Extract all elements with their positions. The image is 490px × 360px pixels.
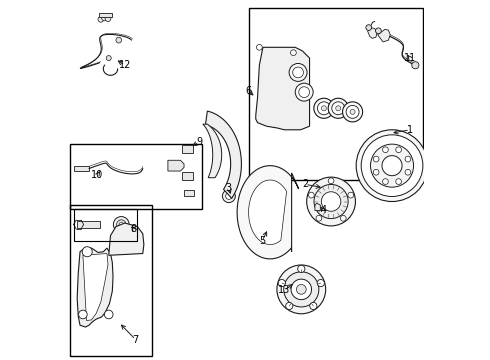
Circle shape [284, 272, 319, 307]
Circle shape [396, 179, 401, 184]
Circle shape [293, 67, 303, 78]
Circle shape [412, 62, 419, 69]
Circle shape [291, 279, 312, 300]
Circle shape [291, 50, 296, 55]
Circle shape [346, 105, 359, 118]
Text: 11: 11 [404, 53, 416, 63]
Circle shape [98, 17, 104, 22]
Circle shape [105, 16, 111, 22]
Polygon shape [315, 203, 320, 211]
Bar [70, 144, 202, 209]
Polygon shape [256, 47, 310, 130]
Circle shape [366, 25, 371, 31]
Circle shape [373, 156, 379, 162]
Circle shape [119, 222, 123, 226]
Circle shape [336, 106, 341, 111]
Circle shape [396, 147, 401, 153]
Circle shape [328, 98, 348, 118]
Circle shape [116, 37, 122, 43]
Circle shape [332, 102, 344, 115]
Circle shape [383, 179, 388, 184]
Circle shape [321, 192, 341, 211]
Text: 3: 3 [226, 183, 232, 193]
Circle shape [405, 169, 411, 175]
Circle shape [356, 130, 428, 202]
Polygon shape [248, 180, 287, 244]
Circle shape [348, 192, 354, 198]
Circle shape [361, 135, 423, 197]
Text: 5: 5 [259, 236, 266, 246]
Circle shape [370, 144, 414, 187]
Circle shape [307, 177, 355, 226]
Circle shape [314, 184, 348, 219]
Circle shape [383, 147, 388, 153]
Polygon shape [109, 223, 144, 255]
Circle shape [314, 98, 334, 118]
Circle shape [78, 310, 87, 319]
Text: 8: 8 [131, 225, 137, 234]
Polygon shape [203, 124, 221, 178]
Circle shape [310, 302, 317, 310]
Circle shape [82, 247, 92, 257]
Circle shape [350, 109, 355, 114]
Circle shape [295, 83, 313, 101]
Polygon shape [378, 30, 390, 42]
Circle shape [299, 87, 310, 98]
Circle shape [104, 310, 113, 319]
Polygon shape [74, 166, 89, 171]
Polygon shape [182, 172, 193, 180]
Polygon shape [98, 13, 112, 17]
Circle shape [309, 192, 314, 198]
Circle shape [289, 63, 307, 81]
Circle shape [222, 190, 235, 203]
Circle shape [321, 106, 326, 111]
Circle shape [256, 44, 262, 50]
Polygon shape [168, 160, 184, 171]
Text: 2: 2 [302, 179, 308, 189]
Text: 10: 10 [91, 170, 103, 180]
Circle shape [341, 215, 346, 221]
Bar [74, 209, 137, 241]
Circle shape [277, 265, 326, 314]
Circle shape [316, 215, 322, 221]
Polygon shape [83, 253, 108, 320]
Circle shape [328, 178, 334, 184]
Circle shape [286, 302, 293, 310]
Polygon shape [368, 28, 377, 39]
Bar [248, 8, 422, 180]
Text: 7: 7 [132, 334, 139, 345]
Circle shape [298, 265, 305, 273]
Bar [70, 205, 152, 356]
Polygon shape [182, 145, 193, 153]
Circle shape [101, 15, 107, 21]
Polygon shape [237, 166, 299, 259]
Bar [77, 221, 100, 228]
Circle shape [296, 284, 306, 294]
Circle shape [278, 279, 285, 287]
Circle shape [343, 102, 363, 122]
Circle shape [317, 279, 324, 287]
Polygon shape [205, 111, 242, 198]
Polygon shape [184, 190, 194, 196]
Circle shape [382, 156, 402, 176]
Circle shape [405, 156, 411, 162]
Text: 6: 6 [245, 86, 252, 96]
Circle shape [225, 193, 232, 199]
Polygon shape [77, 247, 113, 327]
Text: 9: 9 [196, 138, 202, 147]
Circle shape [117, 220, 126, 229]
Text: 1: 1 [407, 125, 413, 135]
Text: 13: 13 [278, 285, 291, 296]
Circle shape [375, 28, 381, 34]
Circle shape [373, 169, 379, 175]
Circle shape [106, 55, 111, 60]
Text: 12: 12 [119, 60, 131, 70]
Circle shape [113, 217, 129, 232]
Circle shape [318, 102, 330, 115]
Text: 4: 4 [320, 206, 326, 216]
